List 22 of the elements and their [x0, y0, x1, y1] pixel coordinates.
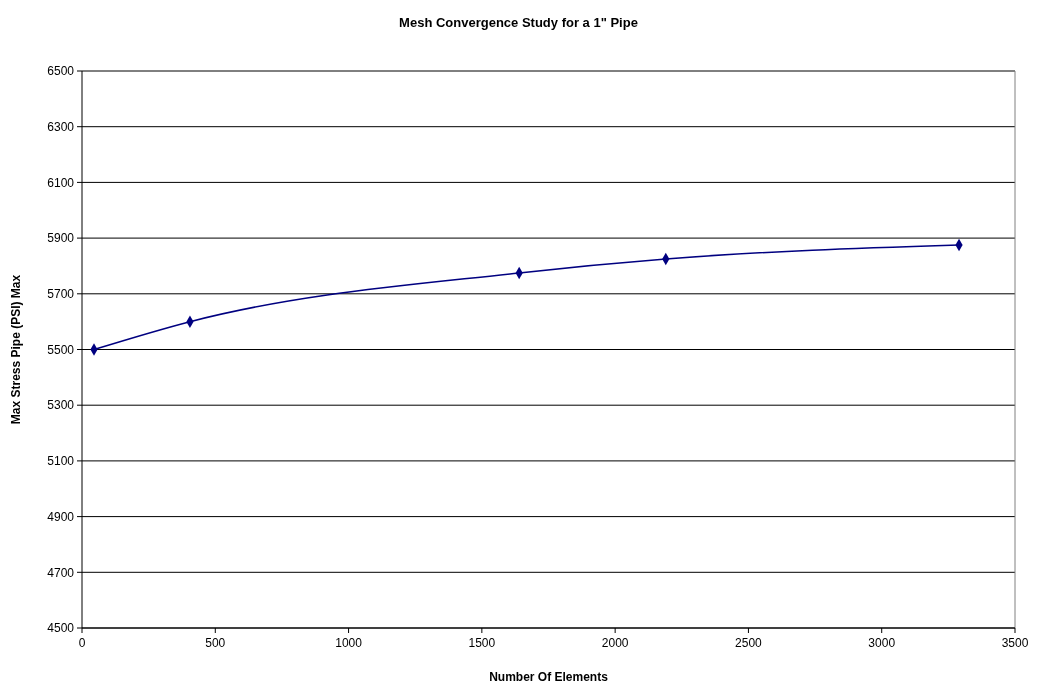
y-tick-label: 4700	[47, 565, 75, 580]
x-tick-label: 2000	[601, 636, 629, 650]
y-tick-label: 4500	[47, 621, 75, 636]
x-tick-label: 1000	[335, 636, 363, 650]
x-axis-title: Number Of Elements	[489, 670, 609, 684]
x-tick-label: 1500	[468, 636, 496, 650]
chart-title: Mesh Convergence Study for a 1" Pipe	[399, 15, 638, 30]
x-tick-label: 0	[78, 636, 86, 650]
y-tick-label: 5500	[47, 342, 75, 357]
x-tick-label: 500	[205, 636, 226, 650]
y-axis-title: Max Stress Pipe (PSI) Max	[9, 274, 23, 425]
x-tick-label: 3000	[868, 636, 896, 650]
x-tick-label: 3500	[1001, 636, 1029, 650]
y-tick-label: 6300	[47, 119, 75, 134]
y-tick-label: 6500	[47, 64, 75, 79]
y-tick-label: 5900	[47, 231, 75, 246]
y-tick-label: 5100	[47, 454, 75, 469]
y-tick-label: 6100	[47, 175, 75, 190]
y-tick-label: 5300	[47, 398, 75, 413]
x-tick-label: 2500	[735, 636, 763, 650]
y-tick-label: 5700	[47, 287, 75, 301]
y-tick-label: 4900	[47, 509, 75, 524]
